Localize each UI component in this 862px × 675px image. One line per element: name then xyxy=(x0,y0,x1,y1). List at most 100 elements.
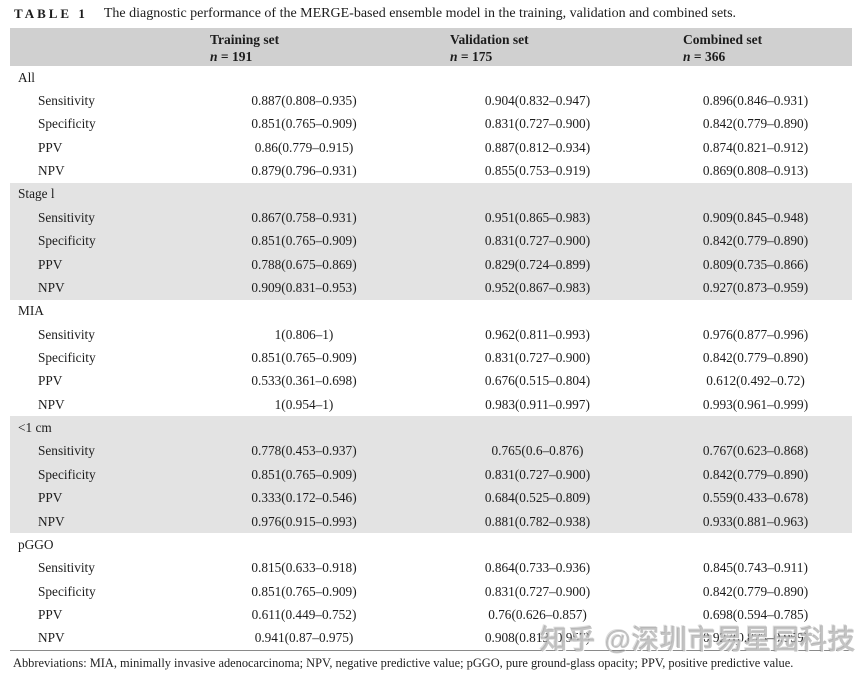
section-header-row: <1 cm xyxy=(10,416,852,440)
value-cell: 0.698(0.594–0.785) xyxy=(702,606,809,622)
section-label: MIA xyxy=(18,303,44,319)
value-cell: 0.684(0.525–0.809) xyxy=(484,490,591,506)
value-cell: 0.767(0.623–0.868) xyxy=(702,443,809,459)
value-cell: 0.867(0.758–0.931) xyxy=(251,209,357,225)
metric-label: PPV xyxy=(38,373,63,389)
section-label: Stage l xyxy=(18,186,55,202)
value-cell: 0.993(0.961–0.999) xyxy=(702,396,809,412)
value-cell: 0.831(0.727–0.900) xyxy=(484,349,591,365)
value-cell: 0.842(0.779–0.890) xyxy=(702,116,809,132)
value-cell: 0.333(0.172–0.546) xyxy=(251,490,357,506)
section-label: <1 cm xyxy=(18,420,52,436)
table-row: Sensitivity 0.887(0.808–0.935) 0.904(0.832… xyxy=(10,89,852,112)
value-cell: 0.851(0.765–0.909) xyxy=(251,116,357,132)
metric-label: PPV xyxy=(38,606,63,622)
table-row: Sensitivity 1(0.806–1) 0.962(0.811–0.993) 0… xyxy=(10,323,852,346)
section-label: All xyxy=(18,69,35,85)
value-cell: 0.874(0.821–0.912) xyxy=(702,139,809,155)
value-cell: 0.831(0.727–0.900) xyxy=(484,233,591,249)
value-cell: 0.842(0.779–0.890) xyxy=(702,233,809,249)
metric-label: Sensitivity xyxy=(38,209,95,225)
column-header-n: n = 175 xyxy=(450,49,493,64)
value-cell: 0.864(0.733–0.936) xyxy=(484,560,591,576)
table-row: PPV 0.533(0.361–0.698) 0.676(0.515–0.804) 0… xyxy=(10,370,852,393)
value-cell: 0.887(0.812–0.934) xyxy=(484,139,591,155)
value-cell: 0.765(0.6–0.876) xyxy=(491,443,584,459)
value-cell: 0.933(0.881–0.963) xyxy=(702,513,809,529)
value-cell: 0.908(0.813–0.957) xyxy=(484,630,591,646)
section-header-row: Stage l xyxy=(10,182,852,207)
value-cell: 0.842(0.779–0.890) xyxy=(702,583,809,599)
table-row: NPV 1(0.954–1) 0.983(0.911–0.997) 0.993(0.9… xyxy=(10,393,852,416)
table-row: Specificity 0.851(0.765–0.909) 0.831(0.727… xyxy=(10,229,852,253)
value-cell: 0.909(0.831–0.953) xyxy=(251,279,357,295)
table-row: PPV 0.86(0.779–0.915) 0.887(0.812–0.934) 0.… xyxy=(10,136,852,159)
value-cell: 0.941(0.87–0.975) xyxy=(254,630,354,646)
header-cell-combined: Combined set n = 366 xyxy=(669,28,852,66)
value-cell: 0.86(0.779–0.915) xyxy=(254,139,354,155)
table-row: Sensitivity 0.867(0.758–0.931) 0.951(0.865… xyxy=(10,206,852,230)
value-cell: 0.676(0.515–0.804) xyxy=(484,373,591,389)
value-cell: 0.879(0.796–0.931) xyxy=(251,163,357,179)
value-cell: 0.952(0.867–0.983) xyxy=(484,279,591,295)
table-row: Specificity 0.851(0.765–0.909) 0.831(0.727… xyxy=(10,463,852,487)
diagnostic-performance-table: Training set n = 191 Validation set n = … xyxy=(10,28,852,650)
value-cell: 0.887(0.808–0.935) xyxy=(251,93,357,109)
table-row: Specificity 0.851(0.765–0.909) 0.831(0.727… xyxy=(10,113,852,136)
value-cell: 0.611(0.449–0.752) xyxy=(251,606,357,622)
table-row: Specificity 0.851(0.765–0.909) 0.831(0.727… xyxy=(10,580,852,603)
value-cell: 0.881(0.782–0.938) xyxy=(484,513,591,529)
table-row: PPV 0.611(0.449–0.752) 0.76(0.626–0.857) 0.… xyxy=(10,603,852,626)
value-cell: 1(0.806–1) xyxy=(274,326,334,342)
table-row: PPV 0.333(0.172–0.546) 0.684(0.525–0.809) 0… xyxy=(10,486,852,510)
value-cell: 0.788(0.675–0.869) xyxy=(251,256,357,272)
metric-label: NPV xyxy=(38,630,65,646)
table-row: NPV 0.941(0.87–0.975) 0.908(0.813–0.957) 0.… xyxy=(10,627,852,650)
table-caption: The diagnostic performance of the MERGE-… xyxy=(103,6,737,21)
value-cell: 0.842(0.779–0.890) xyxy=(702,466,809,482)
column-header-n: n = 191 xyxy=(210,49,253,64)
metric-label: NPV xyxy=(38,163,65,179)
value-cell: 0.909(0.845–0.948) xyxy=(702,209,809,225)
column-header-label: Validation set xyxy=(450,32,529,47)
metric-label: PPV xyxy=(38,139,63,155)
metric-label: PPV xyxy=(38,490,63,506)
metric-label: Sensitivity xyxy=(38,93,95,109)
table-row: NPV 0.909(0.831–0.953) 0.952(0.867–0.983) 0… xyxy=(10,276,852,300)
table-row: Specificity 0.851(0.765–0.909) 0.831(0.727… xyxy=(10,346,852,369)
section-header-row: MIA xyxy=(10,300,852,323)
value-cell: 0.951(0.865–0.983) xyxy=(484,209,591,225)
column-header-label: Training set xyxy=(210,32,280,47)
table-row: NPV 0.879(0.796–0.931) 0.855(0.753–0.919) 0… xyxy=(10,159,852,182)
metric-label: NPV xyxy=(38,513,65,529)
value-cell: 0.896(0.846–0.931) xyxy=(702,93,809,109)
metric-label: PPV xyxy=(38,256,63,272)
section-header-row: All xyxy=(10,66,852,89)
value-cell: 0.533(0.361–0.698) xyxy=(251,373,357,389)
value-cell: 0.851(0.765–0.909) xyxy=(251,466,357,482)
table-row: PPV 0.788(0.675–0.869) 0.829(0.724–0.899) 0… xyxy=(10,252,852,277)
table-body: All Sensitivity 0.887(0.808–0.935) 0.904(0.… xyxy=(10,66,852,650)
metric-label: NPV xyxy=(38,279,65,295)
section-header-row: pGGO xyxy=(10,533,852,556)
value-cell: 0.976(0.877–0.996) xyxy=(702,326,809,342)
table-header-row: Training set n = 191 Validation set n = … xyxy=(10,28,852,66)
metric-label: Specificity xyxy=(38,583,96,599)
value-cell: 0.831(0.727–0.900) xyxy=(484,116,591,132)
table-row: Sensitivity 0.815(0.633–0.918) 0.864(0.733… xyxy=(10,557,852,580)
value-cell: 0.559(0.433–0.678) xyxy=(702,490,809,506)
value-cell: 0.842(0.779–0.890) xyxy=(702,349,809,365)
value-cell: 0.829(0.724–0.899) xyxy=(484,256,591,272)
table-row: Sensitivity 0.778(0.453–0.937) 0.765(0.6–0… xyxy=(10,439,852,464)
value-cell: 0.815(0.633–0.918) xyxy=(251,560,357,576)
value-cell: 0.927(0.873–0.959) xyxy=(702,279,809,295)
value-cell: 0.612(0.492–0.72) xyxy=(706,373,805,389)
metric-label: Sensitivity xyxy=(38,443,95,459)
value-cell: 1(0.954–1) xyxy=(274,396,334,412)
table-bottom-rule xyxy=(10,649,852,651)
value-cell: 0.927(0.873–0.959) xyxy=(702,630,809,646)
value-cell: 0.851(0.765–0.909) xyxy=(251,349,357,365)
metric-label: Specificity xyxy=(38,466,96,482)
metric-label: Sensitivity xyxy=(38,326,95,342)
